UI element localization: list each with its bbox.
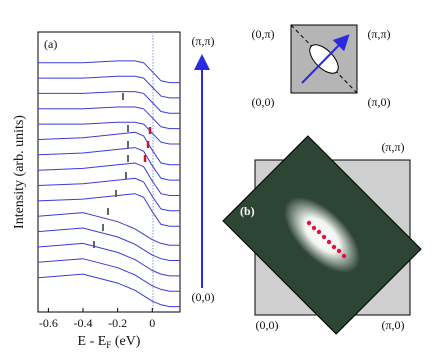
inset-arrow: [301, 34, 350, 84]
edc-curve: [37, 273, 180, 308]
edc-curve: [37, 162, 180, 196]
edc-curve: [37, 193, 180, 227]
zone-label: (π,0): [381, 318, 404, 332]
y-axis-label: Intensity (arb. units): [12, 115, 27, 229]
plot-frame: [37, 31, 181, 313]
peak-markers: [93, 93, 129, 248]
x-axis-label: E - EF (eV): [78, 334, 141, 350]
map: [222, 135, 422, 335]
edc-curve: [37, 242, 180, 277]
inset-label: (π,0): [367, 95, 390, 109]
cut-top-label: (π,π): [191, 34, 214, 48]
x-label-main: E - E: [78, 334, 107, 349]
map-pocket: [284, 197, 360, 273]
zone-label: (π,π): [381, 140, 404, 154]
edc-curve: [38, 60, 180, 84]
x-tick-label: -0.6: [39, 316, 58, 330]
x-label-sub: F: [106, 340, 111, 350]
inset-diagonal: [290, 24, 358, 94]
edc-curve: [37, 177, 180, 212]
cut-bottom-label: (0,0): [192, 290, 215, 304]
inset-label: (0,0): [252, 95, 275, 109]
zone-label: (0,0): [256, 318, 279, 332]
edc-curve: [37, 212, 180, 246]
edc-curve: [38, 121, 180, 145]
edc-curve: [38, 75, 180, 99]
x-tick-label: -0.2: [108, 316, 127, 330]
inset-label: (π,π): [367, 27, 390, 41]
edc-curve: [37, 258, 180, 292]
edc-curve: [37, 147, 180, 181]
edc-curve: [37, 227, 180, 261]
edc-curve: [38, 106, 180, 130]
x-label-tail: (eV): [111, 334, 140, 349]
edc-curve: [38, 91, 180, 114]
edc-curve: [37, 131, 180, 166]
panel-label: (b): [240, 204, 255, 218]
panel-label: (a): [44, 37, 57, 51]
inset-label: (0,π): [251, 27, 274, 41]
x-tick-label: 0: [149, 316, 155, 330]
fermi-points: [306, 220, 347, 259]
x-tick-label: -0.4: [74, 316, 93, 330]
